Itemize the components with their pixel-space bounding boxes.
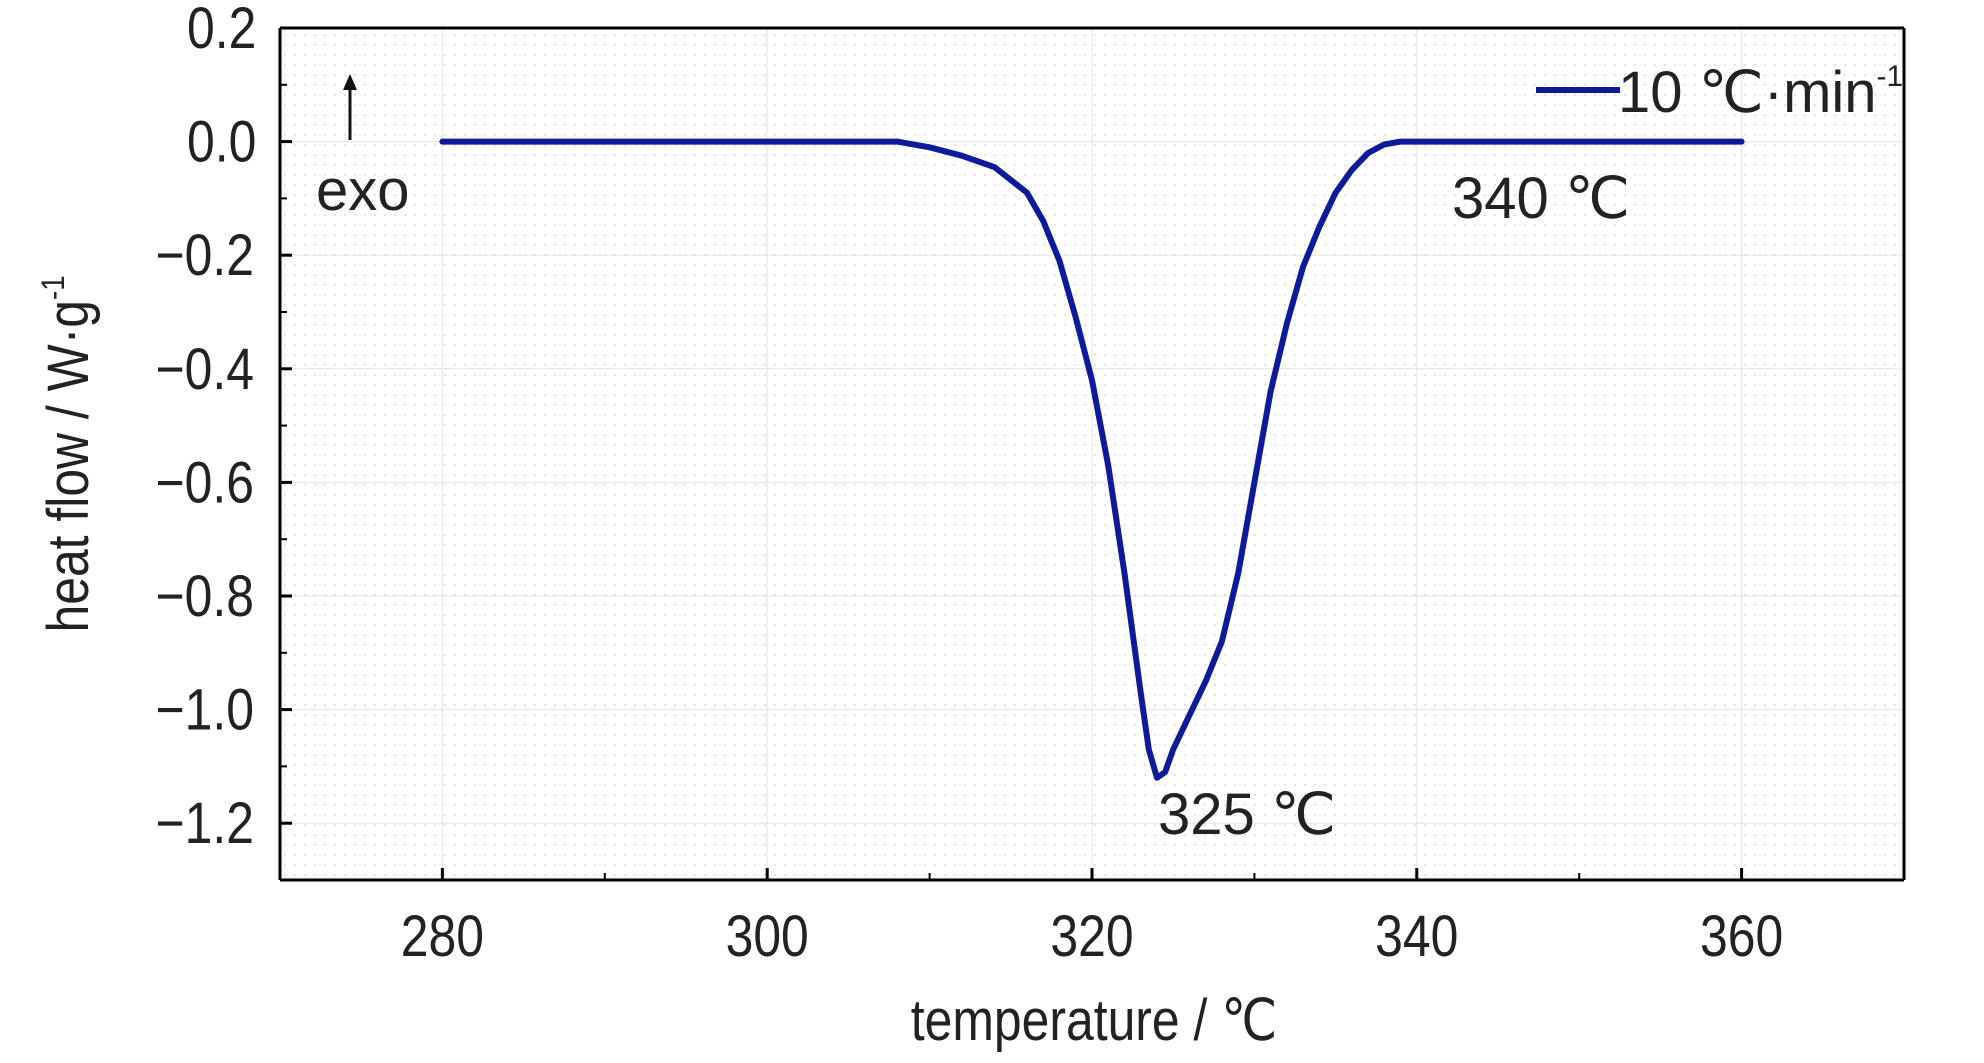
x-tick-label: 280 bbox=[401, 905, 484, 969]
legend: 10 ℃·min-1 bbox=[1536, 60, 1903, 125]
y-tick-label: −0.4 bbox=[156, 337, 254, 401]
y-tick-label: −0.8 bbox=[156, 565, 254, 629]
series-line bbox=[439, 138, 1745, 781]
x-tick-label: 320 bbox=[1050, 905, 1133, 969]
y-axis-title: heat flow / W·g-1 bbox=[36, 275, 101, 632]
exo-label: exo bbox=[316, 158, 410, 223]
legend-label: 10 ℃·min-1 bbox=[1618, 60, 1903, 125]
legend-label-main: 10 ℃·min bbox=[1618, 60, 1877, 125]
y-tick-label: −0.2 bbox=[156, 224, 254, 288]
y-tick-label: 0.0 bbox=[187, 110, 256, 174]
exo-arrow-icon bbox=[343, 74, 357, 90]
y-tick-labels: 0.2 0.0 −0.2 −0.4 −0.6 −0.8 −1.0 −1.2 bbox=[156, 0, 257, 856]
exo-annotation: exo bbox=[316, 74, 410, 223]
x-tick-label: 360 bbox=[1700, 905, 1783, 969]
y-tick-label: −1.2 bbox=[156, 792, 254, 856]
y-axis-title-group: heat flow / W·g-1 bbox=[36, 275, 101, 632]
x-tick-label: 340 bbox=[1375, 905, 1458, 969]
x-tick-label: 300 bbox=[726, 905, 809, 969]
legend-label-superscript: -1 bbox=[1877, 60, 1904, 93]
peak-temperature-label: 325 ℃ bbox=[1158, 782, 1336, 847]
y-axis-title-superscript: -1 bbox=[36, 275, 71, 299]
y-tick-label: −0.6 bbox=[156, 451, 254, 515]
x-tick-labels: 280 300 320 340 360 bbox=[401, 905, 1783, 969]
tick-marks bbox=[280, 26, 1744, 880]
end-temperature-label: 340 ℃ bbox=[1452, 166, 1630, 231]
y-tick-label: 0.2 bbox=[187, 0, 256, 61]
series-lines bbox=[439, 138, 1745, 781]
y-tick-label: −1.0 bbox=[156, 678, 254, 742]
y-axis-title-main: heat flow / W·g bbox=[37, 300, 101, 633]
x-axis-title: temperature / ℃ bbox=[911, 989, 1277, 1053]
